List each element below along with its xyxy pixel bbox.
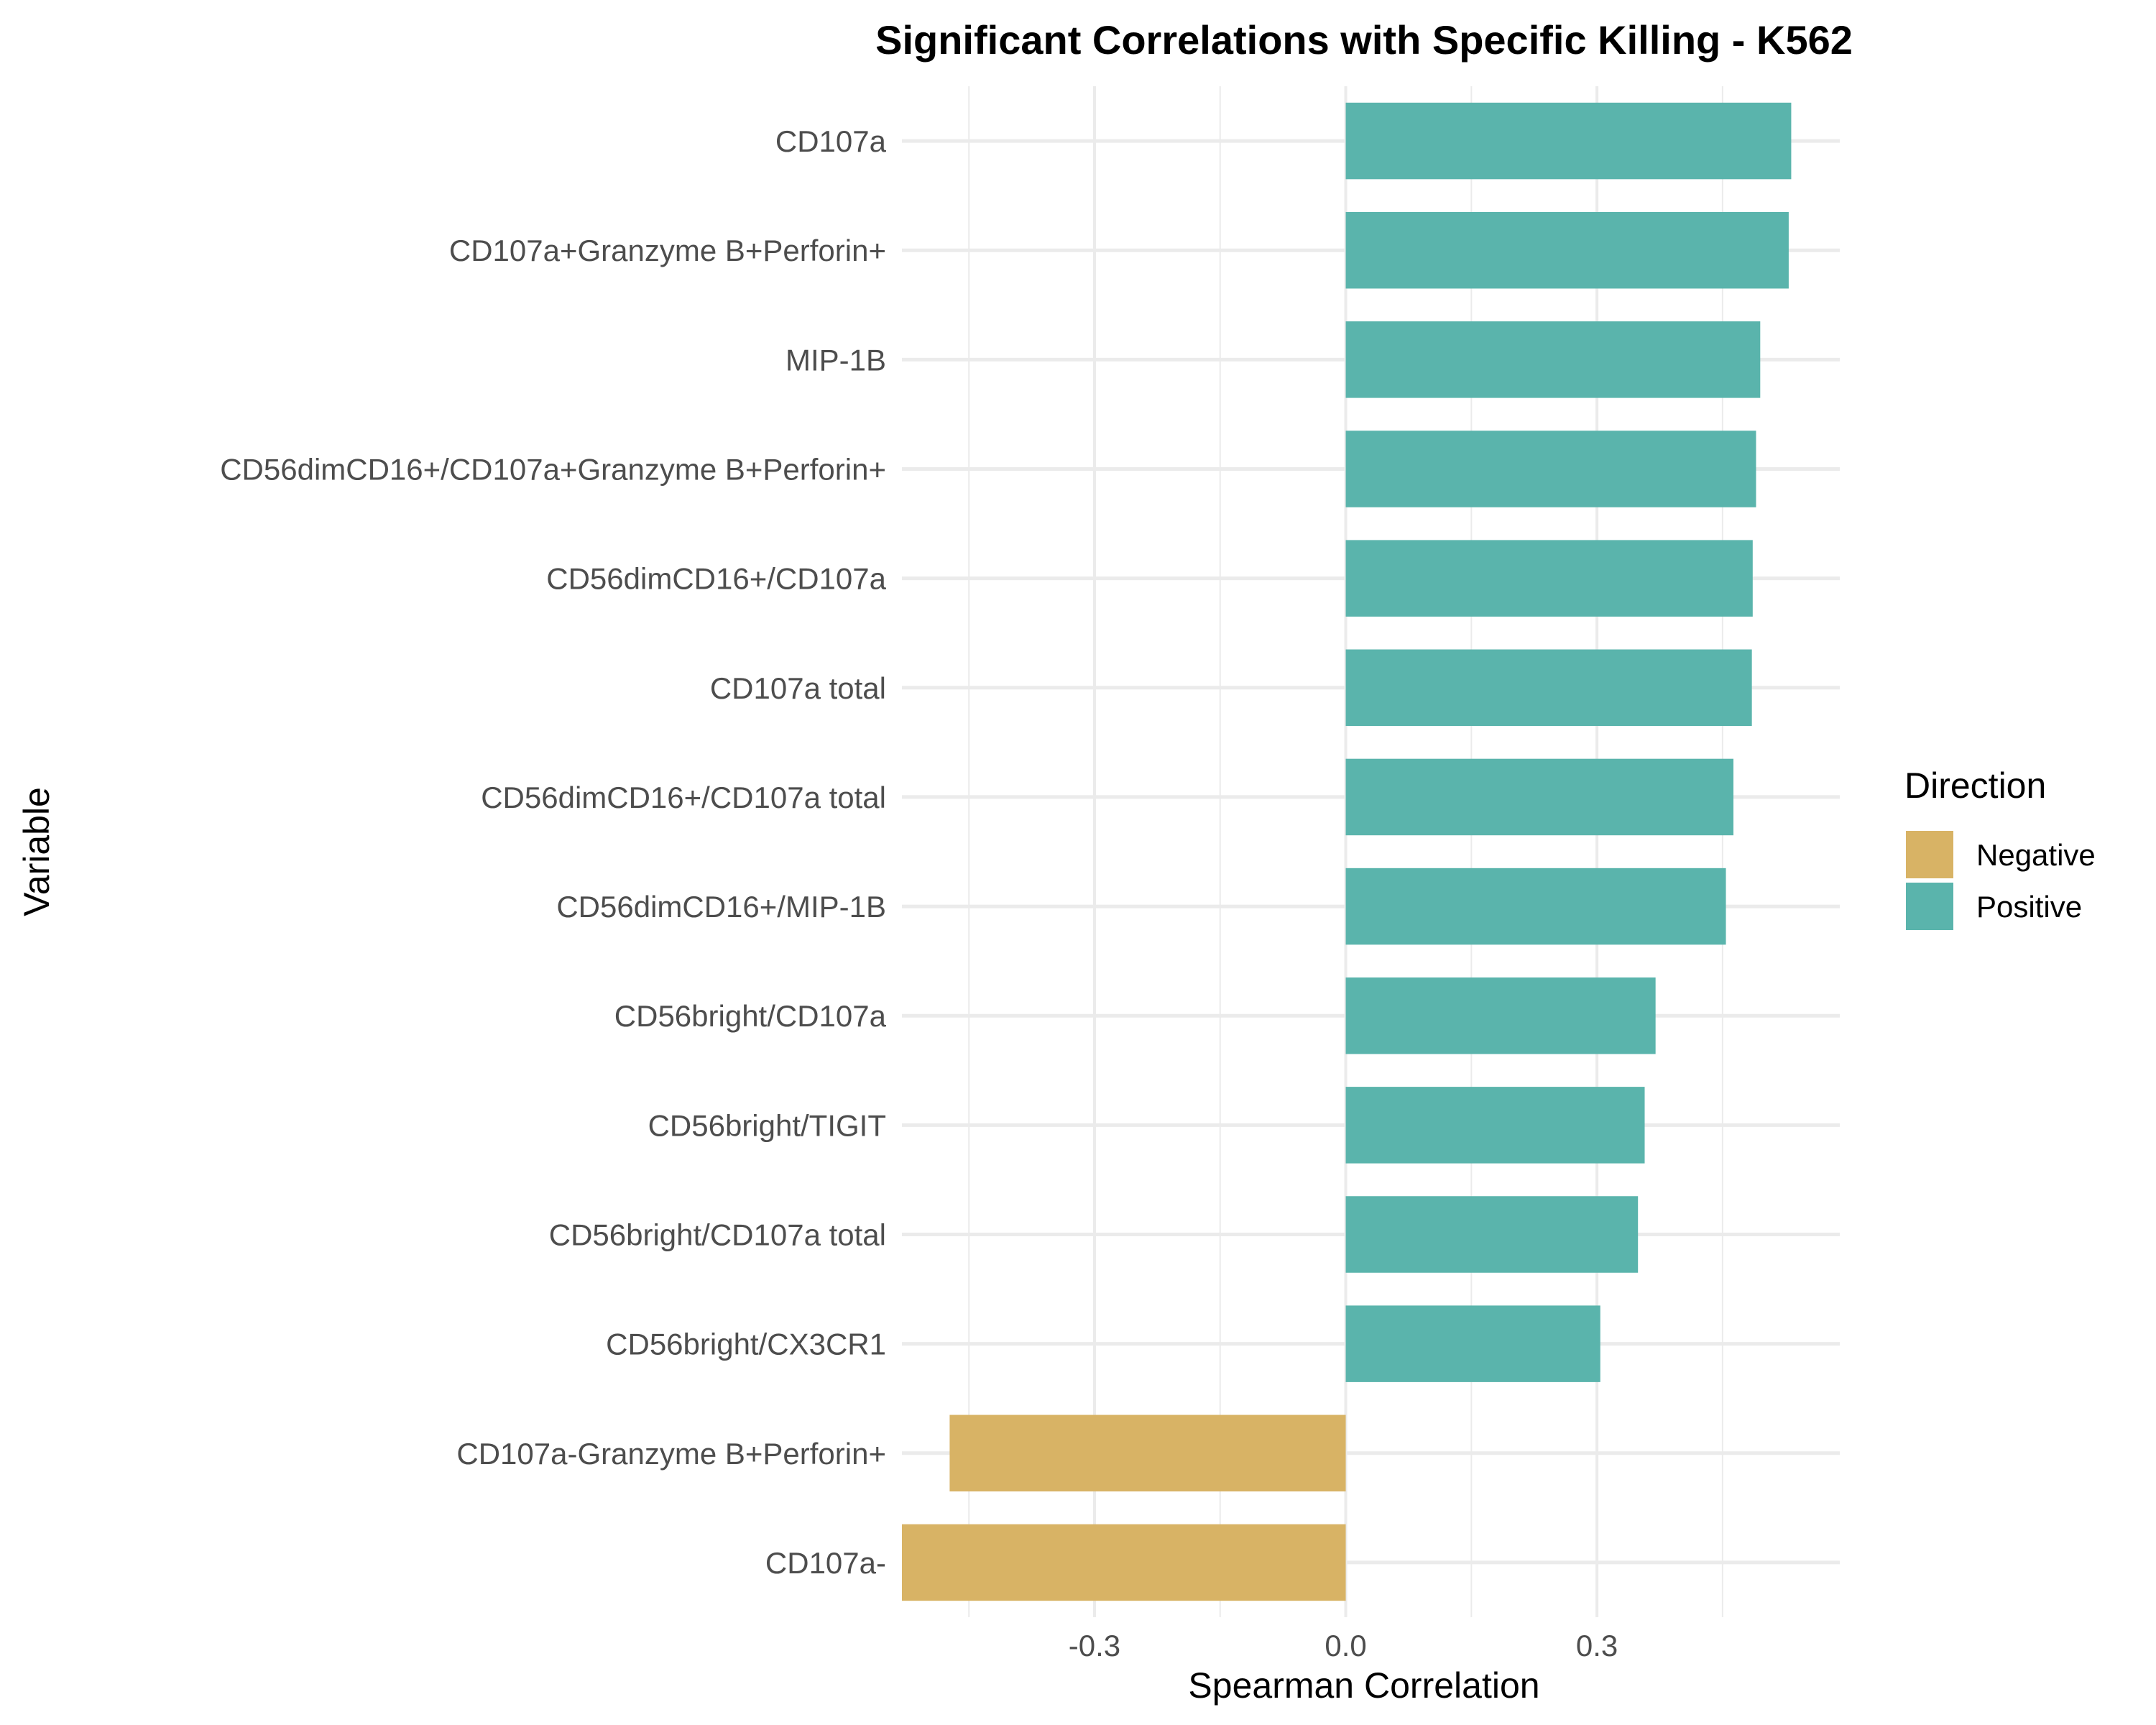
- bar: [902, 1524, 1346, 1601]
- y-tick-label: CD56bright/CD107a: [614, 999, 887, 1033]
- x-axis-title: Spearman Correlation: [1188, 1665, 1539, 1706]
- bars: [902, 102, 1792, 1601]
- x-tick-labels: -0.3 0.0 0.3: [1069, 1629, 1618, 1662]
- y-tick-label: CD56bright/CD107a total: [549, 1218, 886, 1252]
- y-tick-label: CD107a+Granzyme B+Perforin+: [449, 234, 886, 267]
- bar: [1345, 1196, 1639, 1273]
- y-tick-label: CD56dimCD16+/CD107a+Granzyme B+Perforin+: [220, 453, 886, 487]
- y-tick-label: CD107a total: [710, 671, 886, 705]
- chart-title: Significant Correlations with Specific K…: [875, 17, 1853, 63]
- bar: [1345, 977, 1656, 1054]
- y-tick-label: CD56dimCD16+/CD107a: [546, 562, 886, 596]
- legend-swatch-positive: [1906, 883, 1953, 930]
- x-tick-label: -0.3: [1069, 1629, 1120, 1662]
- legend-label-negative: Negative: [1976, 838, 2096, 872]
- bar: [1345, 211, 1789, 289]
- y-tick-label: CD107a-Granzyme B+Perforin+: [456, 1437, 886, 1471]
- legend-label-positive: Positive: [1976, 890, 2082, 924]
- bar: [1345, 1087, 1645, 1164]
- y-tick-label: MIP-1B: [786, 343, 886, 377]
- x-tick-label: 0.3: [1576, 1629, 1618, 1662]
- y-tick-label: CD56bright/TIGIT: [648, 1108, 886, 1142]
- bar: [1345, 321, 1761, 398]
- y-tick-label: CD56bright/CX3CR1: [606, 1328, 886, 1361]
- y-tick-label: CD56dimCD16+/MIP-1B: [556, 890, 886, 924]
- legend: Direction Negative Positive: [1904, 765, 2096, 930]
- bar: [1345, 540, 1753, 617]
- bar: [949, 1414, 1346, 1492]
- legend-title: Direction: [1904, 765, 2046, 806]
- bar: [1345, 649, 1752, 727]
- x-tick-label: 0.0: [1325, 1629, 1366, 1662]
- y-tick-label: CD107a-: [765, 1546, 886, 1580]
- y-tick-label: CD107a: [775, 124, 887, 158]
- bar: [1345, 868, 1726, 945]
- bar: [1345, 758, 1734, 836]
- y-tick-labels: CD107a CD107a+Granzyme B+Perforin+ MIP-1B C…: [220, 124, 886, 1580]
- bar: [1345, 1305, 1600, 1382]
- bar: [1345, 102, 1792, 180]
- y-tick-label: CD56dimCD16+/CD107a total: [481, 781, 886, 814]
- legend-swatch-negative: [1906, 831, 1953, 878]
- y-axis-title: Variable: [17, 787, 57, 916]
- bar: [1345, 431, 1756, 507]
